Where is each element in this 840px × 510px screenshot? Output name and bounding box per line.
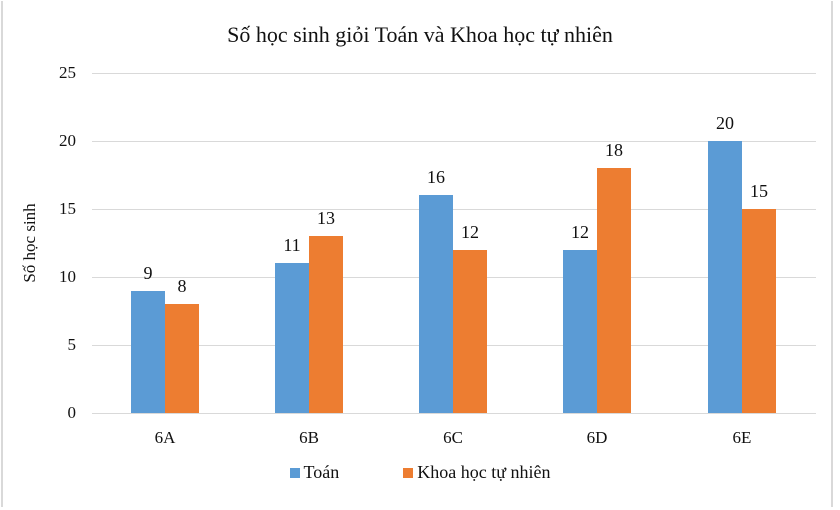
data-label: 8 xyxy=(177,276,187,297)
y-tick-label: 20 xyxy=(59,131,76,150)
legend-label-toan: Toán xyxy=(303,462,340,482)
x-tick-label: 6A xyxy=(154,428,176,447)
bar-6a-khtn xyxy=(165,304,199,413)
legend-item-toan: Toán xyxy=(289,462,340,483)
x-tick-label: 6E xyxy=(732,428,752,447)
legend-swatch-toan xyxy=(289,467,300,478)
bar-6e-toan xyxy=(708,141,742,413)
chart-title: Số học sinh giỏi Toán và Khoa học tự nhi… xyxy=(227,22,613,47)
data-label: 20 xyxy=(716,113,734,133)
data-label: 9 xyxy=(143,262,153,283)
x-tick-label: 6C xyxy=(443,428,463,447)
gridline xyxy=(92,73,816,74)
bar-6d-khtn xyxy=(597,168,631,413)
bar-6e-khtn xyxy=(742,209,776,413)
bar-6b-toan xyxy=(275,263,309,413)
legend-label-khtn: Khoa học tự nhiên xyxy=(417,462,551,482)
bar-6d-toan xyxy=(563,249,597,413)
data-label: 18 xyxy=(605,140,623,161)
data-label: 12 xyxy=(571,221,589,242)
x-tick-label: 6D xyxy=(586,428,608,447)
x-tick-label: 6B xyxy=(299,428,319,447)
gridline xyxy=(92,209,816,210)
y-tick-label: 15 xyxy=(59,199,76,218)
gridline xyxy=(92,413,816,414)
gridline xyxy=(92,141,816,142)
data-label: 16 xyxy=(427,167,445,188)
bar-6c-toan xyxy=(419,195,453,413)
legend-item-khtn: Khoa học tự nhiên xyxy=(403,462,550,483)
data-label: 15 xyxy=(750,181,768,201)
bar-6c-khtn xyxy=(453,249,487,413)
y-tick-label: 10 xyxy=(59,267,76,286)
legend-swatch-khtn xyxy=(403,467,414,478)
bar-6a-toan xyxy=(131,290,165,413)
y-tick-label: 25 xyxy=(59,63,76,82)
y-tick-label: 0 xyxy=(67,403,77,422)
legend: Toán Khoa học tự nhiên xyxy=(0,462,840,483)
y-tick-label: 5 xyxy=(67,335,77,354)
data-label: 12 xyxy=(461,221,479,242)
data-label: 11 xyxy=(283,235,301,256)
data-label: 13 xyxy=(317,208,335,229)
bar-6b-khtn xyxy=(309,236,343,413)
